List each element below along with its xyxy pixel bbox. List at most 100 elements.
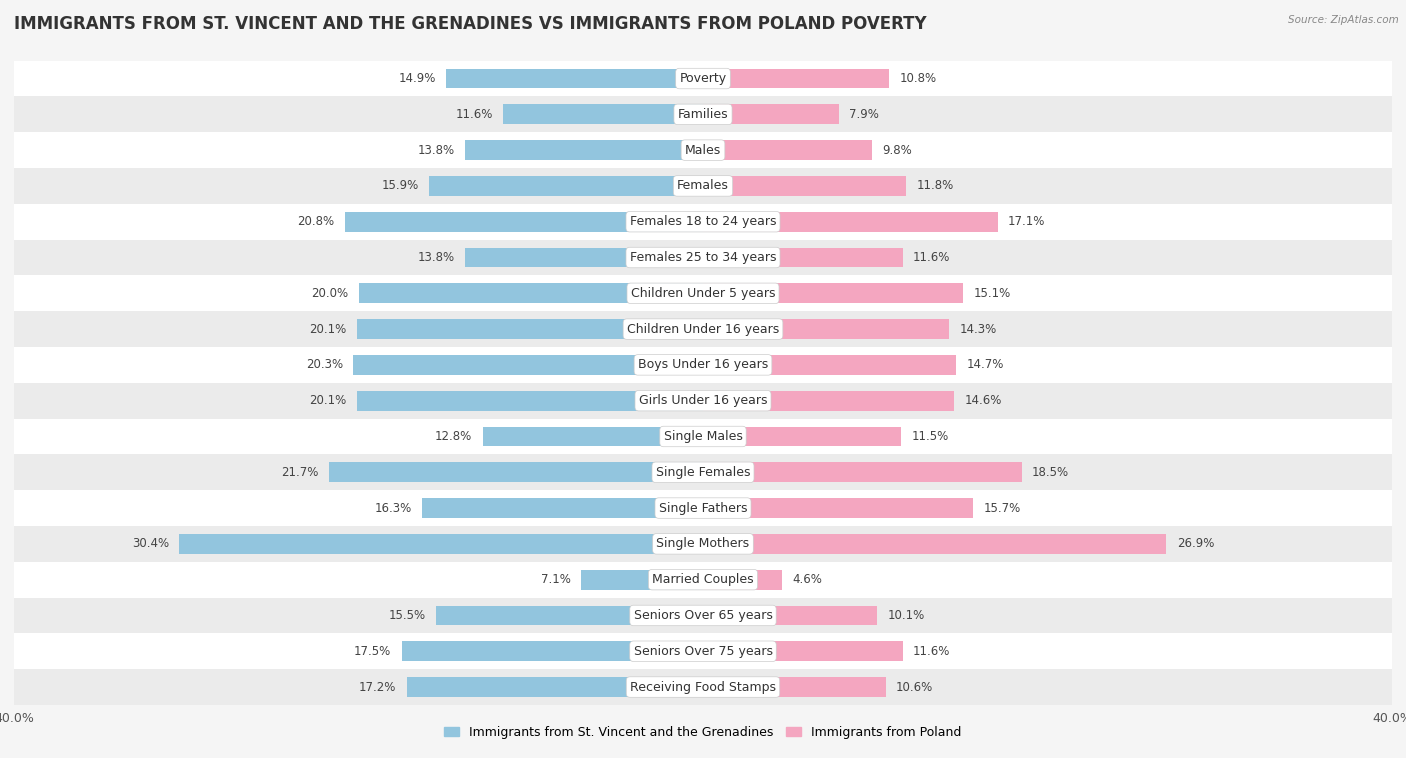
Text: Source: ZipAtlas.com: Source: ZipAtlas.com <box>1288 15 1399 25</box>
Text: Females: Females <box>678 180 728 193</box>
Bar <box>703 677 886 697</box>
Text: 15.7%: 15.7% <box>984 502 1021 515</box>
Bar <box>429 176 703 196</box>
Bar <box>180 534 703 553</box>
Text: Married Couples: Married Couples <box>652 573 754 586</box>
Bar <box>402 641 703 661</box>
Text: Single Mothers: Single Mothers <box>657 537 749 550</box>
Text: Males: Males <box>685 143 721 157</box>
Text: 20.1%: 20.1% <box>309 323 346 336</box>
Text: 20.8%: 20.8% <box>297 215 335 228</box>
Bar <box>703 606 877 625</box>
Text: Children Under 16 years: Children Under 16 years <box>627 323 779 336</box>
Bar <box>703 69 889 89</box>
Text: 10.1%: 10.1% <box>887 609 925 622</box>
Bar <box>406 677 703 697</box>
Bar <box>357 391 703 411</box>
Text: 14.7%: 14.7% <box>966 359 1004 371</box>
Text: 13.8%: 13.8% <box>418 251 456 264</box>
Bar <box>703 140 872 160</box>
Bar <box>14 526 1392 562</box>
Text: 21.7%: 21.7% <box>281 465 319 479</box>
Text: Families: Families <box>678 108 728 121</box>
Bar <box>14 669 1392 705</box>
Bar <box>703 319 949 339</box>
Bar <box>465 140 703 160</box>
Text: 13.8%: 13.8% <box>418 143 456 157</box>
Text: 15.1%: 15.1% <box>973 287 1011 300</box>
Bar <box>465 248 703 268</box>
Bar <box>703 534 1167 553</box>
Bar <box>703 427 901 446</box>
Text: 9.8%: 9.8% <box>882 143 912 157</box>
Bar <box>344 212 703 231</box>
Text: 12.8%: 12.8% <box>434 430 472 443</box>
Text: 16.3%: 16.3% <box>374 502 412 515</box>
Bar <box>359 283 703 303</box>
Text: 4.6%: 4.6% <box>793 573 823 586</box>
Text: Seniors Over 75 years: Seniors Over 75 years <box>634 645 772 658</box>
Bar <box>14 132 1392 168</box>
Bar <box>14 383 1392 418</box>
Text: 17.1%: 17.1% <box>1008 215 1045 228</box>
Text: 7.1%: 7.1% <box>540 573 571 586</box>
Bar <box>446 69 703 89</box>
Text: 7.9%: 7.9% <box>849 108 879 121</box>
Text: 20.1%: 20.1% <box>309 394 346 407</box>
Bar <box>703 176 907 196</box>
Bar <box>14 418 1392 454</box>
Bar <box>14 61 1392 96</box>
Text: IMMIGRANTS FROM ST. VINCENT AND THE GRENADINES VS IMMIGRANTS FROM POLAND POVERTY: IMMIGRANTS FROM ST. VINCENT AND THE GREN… <box>14 15 927 33</box>
Bar <box>503 105 703 124</box>
Text: 11.6%: 11.6% <box>912 645 950 658</box>
Text: Poverty: Poverty <box>679 72 727 85</box>
Legend: Immigrants from St. Vincent and the Grenadines, Immigrants from Poland: Immigrants from St. Vincent and the Gren… <box>439 721 967 744</box>
Bar <box>14 204 1392 240</box>
Bar <box>329 462 703 482</box>
Text: 11.8%: 11.8% <box>917 180 953 193</box>
Text: 20.3%: 20.3% <box>307 359 343 371</box>
Bar <box>703 212 997 231</box>
Text: 11.5%: 11.5% <box>911 430 949 443</box>
Text: Females 25 to 34 years: Females 25 to 34 years <box>630 251 776 264</box>
Text: 20.0%: 20.0% <box>311 287 349 300</box>
Bar <box>422 498 703 518</box>
Text: 10.8%: 10.8% <box>900 72 936 85</box>
Text: 17.2%: 17.2% <box>359 681 396 694</box>
Bar <box>357 319 703 339</box>
Bar <box>14 597 1392 634</box>
Text: Boys Under 16 years: Boys Under 16 years <box>638 359 768 371</box>
Text: Single Females: Single Females <box>655 465 751 479</box>
Bar <box>703 570 782 590</box>
Bar <box>703 498 973 518</box>
Text: Girls Under 16 years: Girls Under 16 years <box>638 394 768 407</box>
Text: Children Under 5 years: Children Under 5 years <box>631 287 775 300</box>
Text: 18.5%: 18.5% <box>1032 465 1069 479</box>
Text: Seniors Over 65 years: Seniors Over 65 years <box>634 609 772 622</box>
Bar <box>14 240 1392 275</box>
Bar <box>14 490 1392 526</box>
Text: 17.5%: 17.5% <box>354 645 391 658</box>
Bar <box>703 355 956 374</box>
Bar <box>14 275 1392 312</box>
Text: 15.9%: 15.9% <box>381 180 419 193</box>
Bar <box>353 355 703 374</box>
Text: Single Males: Single Males <box>664 430 742 443</box>
Bar <box>703 105 839 124</box>
Text: 14.9%: 14.9% <box>399 72 436 85</box>
Bar <box>14 347 1392 383</box>
Bar <box>14 562 1392 597</box>
Text: 14.6%: 14.6% <box>965 394 1002 407</box>
Text: 11.6%: 11.6% <box>912 251 950 264</box>
Bar <box>482 427 703 446</box>
Bar <box>703 391 955 411</box>
Bar <box>703 462 1022 482</box>
Text: Receiving Food Stamps: Receiving Food Stamps <box>630 681 776 694</box>
Bar <box>703 248 903 268</box>
Bar <box>14 634 1392 669</box>
Text: 26.9%: 26.9% <box>1177 537 1213 550</box>
Text: 15.5%: 15.5% <box>388 609 426 622</box>
Bar <box>581 570 703 590</box>
Text: 30.4%: 30.4% <box>132 537 169 550</box>
Bar <box>436 606 703 625</box>
